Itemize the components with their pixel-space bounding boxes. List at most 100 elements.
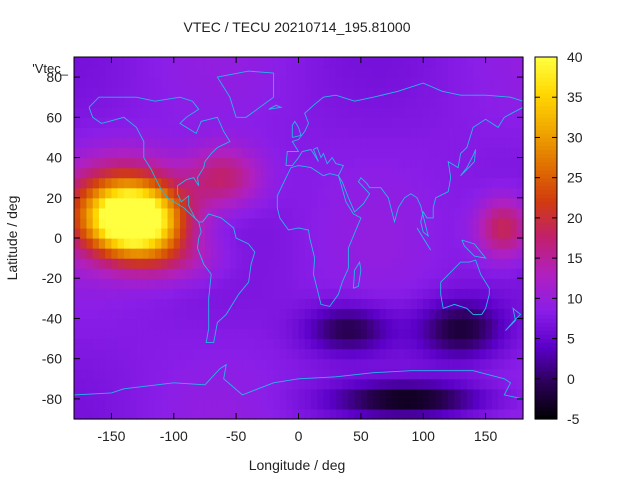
- colorbar-tick-label: 15: [567, 250, 583, 266]
- heatmap-cell: [286, 348, 293, 360]
- heatmap-cell: [161, 338, 169, 350]
- heatmap-cell: [92, 408, 100, 420]
- heatmap-cell: [310, 408, 318, 420]
- colorbar-segment: [535, 233, 557, 239]
- heatmap-cell: [379, 157, 387, 169]
- heatmap-cell: [130, 368, 137, 380]
- heatmap-cell: [211, 227, 219, 239]
- heatmap-cell: [379, 107, 387, 118]
- heatmap-cell: [310, 187, 318, 199]
- heatmap-cell: [161, 227, 169, 239]
- heatmap-cell: [98, 308, 106, 320]
- heatmap-cell: [298, 127, 306, 139]
- heatmap-cell: [385, 177, 393, 189]
- colorbar-segment: [535, 362, 557, 368]
- heatmap-cell: [323, 177, 331, 189]
- heatmap-cell: [211, 258, 219, 269]
- heatmap-cell: [286, 137, 293, 149]
- heatmap-cell: [204, 248, 212, 259]
- heatmap-cell: [466, 137, 474, 149]
- heatmap-cell: [398, 238, 406, 249]
- heatmap-cell: [273, 137, 281, 149]
- heatmap-cell: [404, 147, 412, 159]
- heatmap-cell: [242, 318, 250, 330]
- heatmap-cell: [448, 308, 456, 320]
- heatmap-cell: [267, 288, 275, 299]
- heatmap-cell: [454, 97, 462, 108]
- heatmap-cell: [385, 207, 393, 219]
- heatmap-cell: [367, 107, 374, 118]
- heatmap-cell: [360, 388, 368, 400]
- heatmap-cell: [279, 187, 287, 199]
- heatmap-cell: [323, 207, 331, 219]
- heatmap-cell: [130, 87, 137, 98]
- heatmap-cell: [155, 177, 162, 189]
- heatmap-cell: [92, 187, 100, 199]
- heatmap-cell: [379, 207, 387, 219]
- heatmap-cell: [142, 378, 150, 390]
- heatmap-cell: [130, 268, 137, 279]
- heatmap-cell: [329, 328, 337, 340]
- heatmap-cell: [105, 358, 113, 370]
- heatmap-cell: [473, 358, 480, 370]
- heatmap-cell: [479, 348, 487, 360]
- heatmap-cell: [298, 107, 306, 118]
- heatmap-cell: [111, 107, 119, 118]
- heatmap-cell: [485, 147, 493, 159]
- heatmap-cell: [504, 368, 512, 380]
- heatmap-cell: [410, 248, 418, 259]
- heatmap-cell: [304, 408, 312, 420]
- heatmap-cell: [136, 137, 144, 149]
- heatmap-cell: [167, 77, 175, 88]
- colorbar-segment: [535, 358, 557, 364]
- heatmap-cell: [335, 97, 343, 108]
- heatmap-cell: [473, 207, 480, 219]
- heatmap-cell: [398, 248, 406, 259]
- heatmap-cell: [80, 147, 88, 159]
- heatmap-cell: [398, 127, 406, 139]
- heatmap-cell: [448, 177, 456, 189]
- heatmap-cell: [161, 398, 169, 410]
- heatmap-cell: [329, 348, 337, 360]
- heatmap-cell: [441, 308, 449, 320]
- heatmap-cell: [180, 157, 187, 169]
- colorbar-segment: [535, 366, 557, 372]
- heatmap-cell: [74, 408, 81, 420]
- heatmap-cell: [105, 147, 113, 159]
- heatmap-cell: [416, 388, 424, 400]
- heatmap-cell: [161, 328, 169, 340]
- heatmap-cell: [454, 328, 462, 340]
- heatmap-cell: [410, 87, 418, 98]
- heatmap-cell: [392, 57, 399, 68]
- heatmap-cell: [404, 187, 412, 199]
- heatmap-cell: [155, 398, 162, 410]
- heatmap-cell: [92, 298, 100, 309]
- heatmap-cell: [342, 217, 349, 229]
- heatmap-cell: [286, 167, 293, 179]
- heatmap-cell: [286, 278, 293, 289]
- heatmap-cell: [360, 268, 368, 279]
- heatmap-cell: [123, 288, 131, 299]
- colorbar-segment: [535, 189, 557, 195]
- heatmap-cell: [74, 288, 81, 299]
- heatmap-cell: [298, 147, 306, 159]
- heatmap-cell: [392, 298, 399, 309]
- heatmap-cell: [273, 318, 281, 330]
- heatmap-cell: [404, 67, 412, 78]
- heatmap-cell: [204, 338, 212, 350]
- heatmap-cell: [342, 87, 349, 98]
- heatmap-cell: [80, 358, 88, 370]
- heatmap-cell: [261, 127, 268, 139]
- heatmap-cell: [429, 308, 437, 320]
- coastline: [216, 70, 275, 118]
- heatmap-cell: [148, 288, 156, 299]
- heatmap-cell: [498, 308, 505, 320]
- heatmap-cell: [167, 87, 175, 98]
- heatmap-cell: [416, 77, 424, 88]
- heatmap-cell: [136, 67, 144, 78]
- colorbar-segment: [535, 390, 557, 396]
- heatmap-cell: [142, 238, 150, 249]
- heatmap-cell: [180, 278, 187, 289]
- heatmap-cell: [130, 117, 137, 128]
- heatmap-cell: [105, 67, 113, 78]
